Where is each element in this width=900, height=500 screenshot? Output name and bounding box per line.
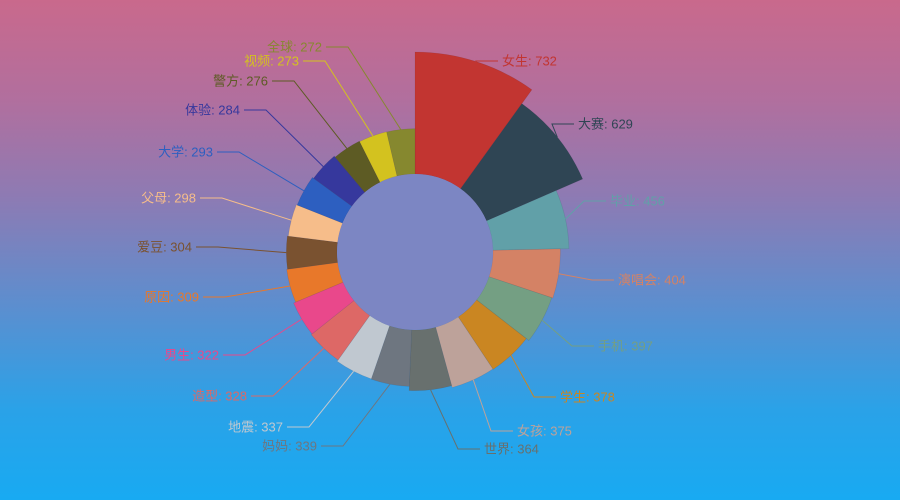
donut-hole — [337, 174, 493, 330]
label-line-大学 — [217, 151, 305, 192]
slice-label-演唱会: 演唱会: 404 — [618, 273, 686, 288]
label-line-世界 — [430, 389, 480, 450]
slice-label-手机: 手机: 397 — [598, 339, 653, 354]
slice-label-造型: 造型: 328 — [192, 389, 247, 404]
label-line-视频 — [303, 60, 374, 137]
slice-label-地震: 地震: 337 — [228, 420, 283, 435]
label-line-手机 — [541, 319, 594, 347]
slice-label-大赛: 大赛: 629 — [578, 117, 633, 132]
slice-label-男生: 男生: 322 — [164, 348, 219, 363]
label-line-爱豆 — [196, 246, 287, 254]
slice-label-原因: 原因: 309 — [144, 290, 199, 305]
slice-label-大学: 大学: 293 — [158, 145, 213, 160]
label-line-体验 — [244, 109, 324, 167]
slice-label-全球: 全球: 272 — [267, 40, 322, 55]
slice-label-学生: 学生: 378 — [560, 390, 615, 405]
label-line-造型 — [251, 347, 325, 397]
label-line-全球 — [326, 46, 402, 130]
slice-label-妈妈: 妈妈: 339 — [262, 439, 317, 454]
label-line-学生 — [510, 355, 556, 398]
slice-label-世界: 世界: 364 — [484, 442, 539, 457]
slice-label-女孩: 女孩: 375 — [517, 424, 572, 439]
label-line-原因 — [203, 285, 291, 298]
slice-label-爱豆: 爱豆: 304 — [137, 240, 192, 255]
label-line-女孩 — [472, 379, 513, 432]
slice-label-毕业: 毕业: 456 — [610, 194, 665, 209]
slice-label-父母: 父母: 298 — [141, 191, 196, 206]
label-line-男生 — [223, 318, 302, 356]
pie-slice-女生[interactable] — [414, 51, 533, 190]
slice-label-体验: 体验: 284 — [185, 103, 240, 118]
label-line-妈妈 — [321, 383, 391, 447]
label-line-警方 — [272, 80, 348, 149]
label-line-毕业 — [565, 200, 606, 220]
slice-label-警方: 警方: 276 — [213, 74, 268, 89]
slice-label-女生: 女生: 732 — [502, 54, 557, 69]
label-line-女生 — [475, 60, 498, 62]
label-line-大赛 — [551, 123, 574, 138]
label-line-地震 — [287, 370, 355, 428]
label-line-演唱会 — [558, 273, 614, 281]
slice-label-视频: 视频: 273 — [244, 54, 299, 69]
label-line-父母 — [200, 197, 292, 221]
